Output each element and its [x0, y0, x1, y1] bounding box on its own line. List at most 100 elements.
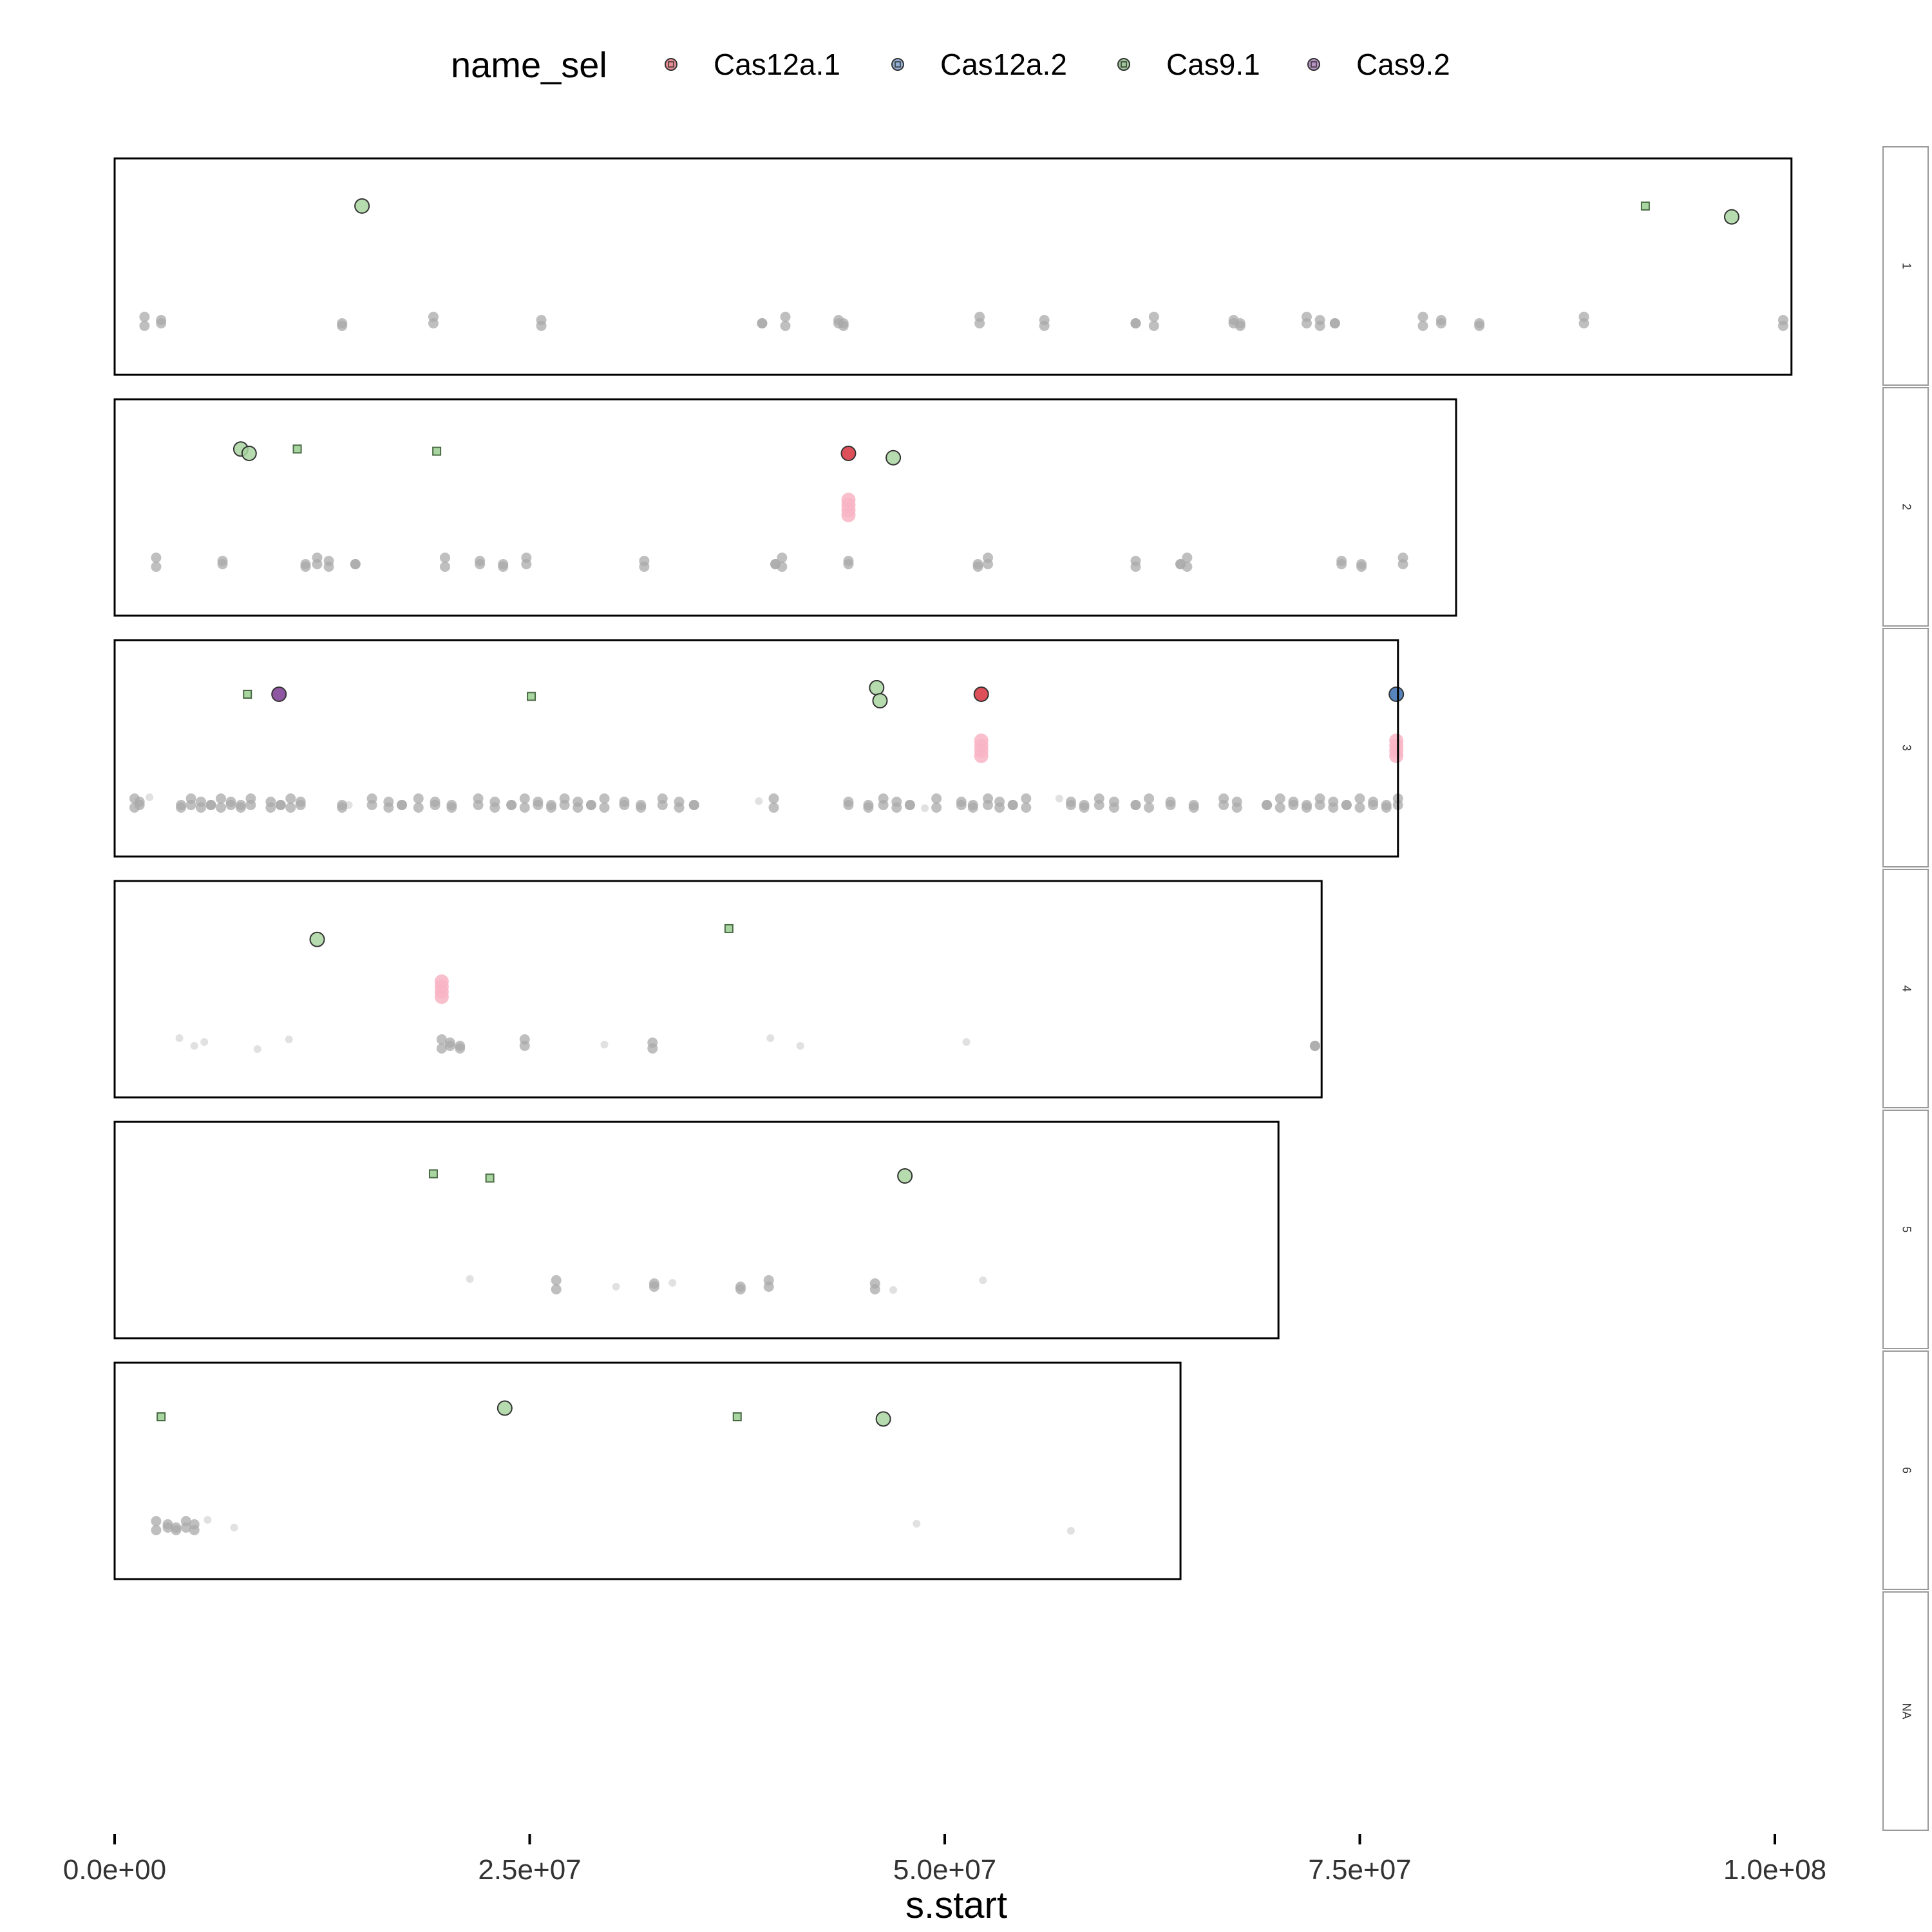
background-point	[533, 800, 544, 810]
x-tick-label: 7.5e+07	[1308, 1854, 1411, 1886]
background-point	[275, 800, 286, 810]
background-point	[1007, 800, 1018, 810]
highlight-square	[724, 923, 734, 933]
background-point	[780, 321, 791, 331]
background-point	[1262, 800, 1273, 810]
x-axis: 0.0e+00 2.5e+07 5.0e+07 7.5e+07 1.0e+08	[63, 1834, 1826, 1886]
background-point	[757, 318, 768, 328]
background-point	[265, 802, 276, 813]
background-point	[674, 802, 685, 813]
background-point	[688, 800, 699, 810]
background-point	[1182, 553, 1193, 563]
background-point	[436, 1034, 447, 1045]
highlight-square	[1640, 201, 1650, 211]
background-point	[139, 312, 150, 322]
background-point	[440, 553, 451, 563]
background-point	[473, 800, 484, 810]
strip-box	[1882, 1350, 1929, 1590]
background-point	[430, 800, 440, 810]
background-point	[151, 562, 162, 572]
background-point	[1314, 321, 1325, 331]
background-point	[956, 800, 967, 810]
background-point	[843, 559, 854, 569]
background-point	[337, 802, 348, 813]
background-point	[1094, 800, 1104, 810]
background-point	[768, 793, 779, 804]
highlight-square	[156, 1412, 166, 1421]
background-point	[323, 562, 334, 572]
pink-point	[434, 990, 449, 1004]
faint-point	[979, 1276, 987, 1284]
background-point	[1144, 802, 1155, 813]
background-point	[780, 312, 791, 322]
background-point	[551, 1275, 562, 1285]
background-point	[863, 802, 874, 813]
background-point	[843, 800, 854, 810]
background-point	[215, 802, 226, 813]
faint-point	[612, 1283, 620, 1291]
legend-key	[1117, 58, 1130, 71]
panel-border	[113, 398, 1457, 617]
strip-label: 6	[1900, 1467, 1913, 1473]
faint-point	[600, 1041, 609, 1048]
faint-point	[766, 1034, 775, 1042]
highlight-point	[354, 198, 370, 214]
background-point	[536, 321, 547, 331]
strip-label: 4	[1900, 985, 1913, 992]
legend-item-cas9-2: Cas9.2	[1307, 48, 1450, 81]
legend-key	[891, 58, 904, 71]
background-point	[777, 553, 788, 563]
legend: name_sel Cas12a.1 Cas12a.2 Cas9.1 Cas9.2	[451, 44, 1450, 85]
background-point	[337, 321, 348, 331]
background-point	[559, 800, 570, 810]
background-point	[647, 1043, 658, 1054]
x-tick-label: 0.0e+00	[63, 1854, 166, 1886]
faint-point	[253, 1045, 261, 1053]
faint-point	[146, 793, 154, 801]
background-point	[1188, 802, 1199, 813]
pink-point	[1389, 749, 1404, 763]
background-point	[383, 802, 394, 813]
highlight-point	[872, 693, 888, 709]
strip-label: 5	[1900, 1226, 1913, 1233]
panels	[113, 157, 1793, 1580]
background-point	[1356, 562, 1367, 572]
panel-border	[113, 880, 1323, 1099]
legend-label: Cas12a.1	[714, 48, 840, 81]
faint-point	[796, 1042, 804, 1050]
background-point	[1777, 321, 1788, 331]
background-point	[475, 559, 486, 569]
legend-key	[1307, 58, 1320, 71]
background-point	[176, 802, 187, 813]
background-point	[185, 800, 196, 810]
background-point	[619, 800, 630, 810]
background-point	[413, 793, 424, 804]
strip-3: 3	[1882, 628, 1929, 867]
strip-box	[1882, 628, 1929, 867]
highlight-square	[732, 1412, 742, 1421]
background-point	[551, 1284, 562, 1294]
background-point	[1302, 318, 1312, 328]
background-point	[519, 802, 530, 813]
background-point	[350, 559, 361, 569]
highlight-point	[840, 446, 857, 461]
strip-5: 5	[1882, 1110, 1929, 1349]
background-point	[931, 793, 942, 804]
background-point	[217, 559, 228, 569]
background-point	[838, 321, 849, 331]
background-point	[455, 1043, 466, 1054]
background-point	[312, 559, 323, 569]
highlight-square	[428, 1169, 438, 1179]
strip-na: NA	[1882, 1591, 1929, 1831]
background-point	[585, 800, 596, 810]
background-point	[413, 802, 424, 813]
background-point	[366, 800, 377, 810]
strip-label: 2	[1900, 504, 1913, 510]
highlight-square	[527, 692, 536, 701]
background-point	[151, 553, 162, 563]
background-point	[521, 559, 532, 569]
background-point	[1474, 321, 1485, 331]
faint-point	[889, 1286, 898, 1294]
highlight-point	[886, 450, 902, 466]
background-point	[546, 802, 557, 813]
